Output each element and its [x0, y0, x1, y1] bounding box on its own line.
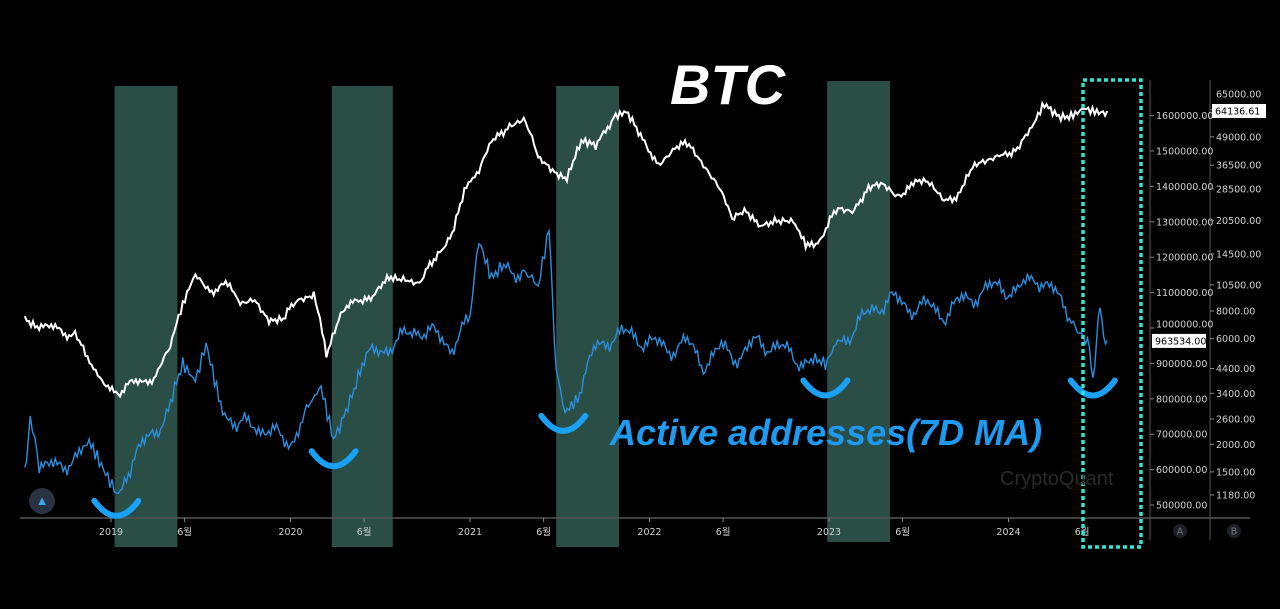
axis-a-tick-label: 1400000.00	[1156, 182, 1213, 193]
axis-b-tick-label: 2000.00	[1216, 440, 1255, 451]
x-tick-label: 2024	[996, 527, 1020, 538]
series-btc	[23, 100, 1109, 399]
axis-b-tick-label: 20500.00	[1216, 216, 1261, 227]
chart-title: BTC	[670, 53, 786, 116]
x-tick-label: 6월	[716, 526, 731, 538]
dip-marker	[91, 497, 142, 519]
axis-a-tick-label: 1300000.00	[1156, 217, 1213, 228]
x-tick-label: 2023	[817, 527, 841, 538]
axis-b-tick-label: 49000.00	[1216, 132, 1261, 143]
axis-b-tick-label: 1180.00	[1216, 490, 1255, 501]
x-tick-label: 2020	[278, 527, 302, 538]
shaded-period	[331, 86, 393, 547]
axis-a-tick-label: 1500000.00	[1156, 147, 1213, 158]
axis-b-tick-label: 1500.00	[1216, 467, 1255, 478]
axis-b-tick-label: 10500.00	[1216, 280, 1261, 291]
axis-a-tick-label: 800000.00	[1156, 394, 1207, 405]
dip-marker	[800, 377, 851, 399]
axis-b-tick-label: 65000.00	[1216, 90, 1261, 101]
axis-b-tick-label: 28500.00	[1216, 184, 1261, 195]
axis-badge	[1173, 524, 1187, 538]
x-tick-label: 2021	[458, 527, 482, 538]
axis-b-tick-label: 14500.00	[1216, 249, 1261, 260]
current-value-badge	[1212, 104, 1266, 118]
shaded-period	[114, 86, 178, 547]
shaded-period	[827, 81, 891, 542]
series-active-addresses	[24, 228, 1108, 495]
shaded-period	[556, 86, 619, 547]
highlight-box	[1081, 78, 1143, 549]
axis-b-tick-label: 2600.00	[1216, 415, 1255, 426]
x-tick-label: 6월	[177, 526, 192, 538]
axis-a-tick-label: 1100000.00	[1156, 288, 1213, 299]
axis-badge	[1227, 524, 1241, 538]
cryptoquant-logo-icon[interactable]: ▲	[29, 488, 55, 514]
x-tick-label: 6월	[895, 526, 910, 538]
axis-a-tick-label: 500000.00	[1156, 501, 1207, 512]
current-value-label: 64136.61	[1215, 107, 1260, 118]
x-tick-label: 2022	[637, 527, 661, 538]
axis-b-tick-label: 6000.00	[1216, 334, 1255, 345]
axis-a-tick-label: 700000.00	[1156, 430, 1207, 441]
x-tick-label: 2019	[99, 527, 123, 538]
axis-a-tick-label: 1200000.00	[1156, 253, 1213, 264]
axis-a-tick-label: 600000.00	[1156, 465, 1207, 476]
dip-marker	[538, 412, 589, 434]
x-tick-label: 6월	[536, 526, 551, 538]
watermark: CryptoQuant	[1000, 468, 1114, 490]
axis-b-tick-label: 4400.00	[1216, 364, 1255, 375]
axis-b-tick-label: 3400.00	[1216, 389, 1255, 400]
axis-badge-label: A	[1177, 527, 1184, 538]
axis-a-tick-label: 1000000.00	[1156, 319, 1213, 330]
addresses-annotation: Active addresses(7D MA)	[610, 412, 1043, 453]
x-tick-label: 6월	[357, 526, 372, 538]
axis-a-tick-label: 1600000.00	[1156, 111, 1213, 122]
axis-b-tick-label: 8000.00	[1216, 307, 1255, 318]
dip-marker	[308, 448, 359, 470]
axis-a-tick-label: 900000.00	[1156, 359, 1207, 370]
current-value-label: 963534.00	[1155, 336, 1206, 347]
axis-badge-label: B	[1231, 527, 1238, 538]
axis-b-tick-label: 36500.00	[1216, 161, 1261, 172]
current-value-badge	[1152, 333, 1206, 348]
dip-marker	[1067, 377, 1118, 399]
